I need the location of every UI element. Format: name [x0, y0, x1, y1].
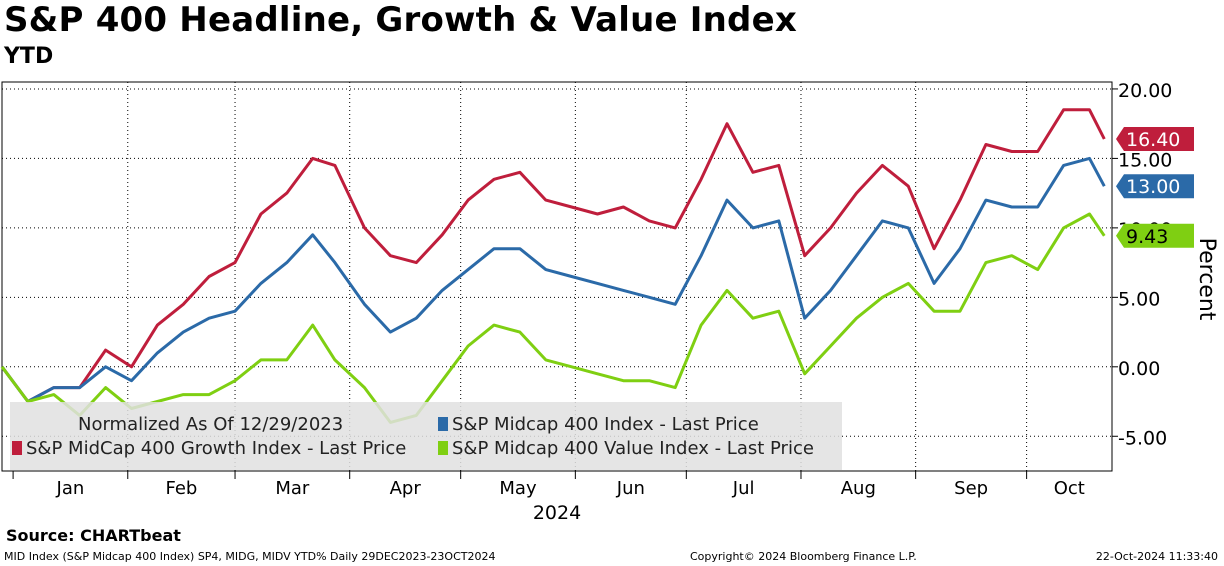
- legend-label-growth: S&P MidCap 400 Growth Index - Last Price: [26, 438, 407, 459]
- x-tick-label: Jun: [616, 478, 645, 499]
- chart-title: S&P 400 Headline, Growth & Value Index: [4, 0, 797, 40]
- chart-subtitle: YTD: [4, 44, 54, 69]
- last-value-tag: [1116, 174, 1194, 199]
- legend-label-midcap: S&P Midcap 400 Index - Last Price: [452, 414, 759, 435]
- legend-label-value: S&P Midcap 400 Value Index - Last Price: [452, 438, 814, 459]
- y-axis-label: Percent: [1194, 238, 1219, 321]
- legend-swatch-growth: [12, 441, 22, 455]
- x-tick-label: Oct: [1054, 478, 1085, 499]
- legend-swatch-value: [438, 441, 448, 455]
- x-tick-label: Jul: [732, 478, 755, 499]
- chart-legend: Normalized As Of 12/29/2023 S&P Midcap 4…: [10, 402, 842, 470]
- footer-copyright: Copyright© 2024 Bloomberg Finance L.P.: [690, 550, 917, 563]
- y-tick-label: -5.00: [1118, 427, 1167, 449]
- last-value-label: 16.40: [1126, 129, 1180, 151]
- legend-item-growth: S&P MidCap 400 Growth Index - Last Price: [12, 438, 406, 459]
- last-value-tag: [1116, 126, 1194, 151]
- footer-timestamp: 22-Oct-2024 11:33:40: [1095, 550, 1218, 563]
- x-tick-label: Mar: [275, 478, 310, 499]
- x-tick-label: May: [499, 478, 537, 499]
- series-line-0: [0, 108, 1106, 403]
- y-tick-label: 0.00: [1118, 358, 1160, 380]
- series-line-2: [0, 212, 1106, 424]
- source-label: Source: CHARTbeat: [6, 526, 181, 545]
- y-tick-label: 20.00: [1118, 80, 1172, 102]
- x-tick-label: Aug: [841, 478, 876, 499]
- x-tick-label: Feb: [165, 478, 197, 499]
- series-line-1: [0, 156, 1106, 403]
- y-tick-label: 15.00: [1118, 149, 1172, 171]
- legend-swatch-midcap: [438, 417, 448, 431]
- x-tick-label: Jan: [56, 478, 85, 499]
- x-tick-label: Sep: [954, 478, 988, 499]
- legend-item-value: S&P Midcap 400 Value Index - Last Price: [438, 438, 814, 459]
- last-value-tag: [1116, 223, 1194, 248]
- footer-index-info: MID Index (S&P Midcap 400 Index) SP4, MI…: [4, 550, 496, 563]
- legend-normalized-note: Normalized As Of 12/29/2023: [78, 414, 344, 435]
- last-value-label: 9.43: [1126, 226, 1168, 248]
- legend-item-midcap: S&P Midcap 400 Index - Last Price: [438, 414, 759, 435]
- y-tick-label: 5.00: [1118, 288, 1160, 310]
- last-value-label: 13.00: [1126, 176, 1180, 198]
- x-tick-label: Apr: [390, 478, 422, 499]
- x-axis-label: 2024: [533, 502, 581, 524]
- plot-frame: [1, 81, 1113, 472]
